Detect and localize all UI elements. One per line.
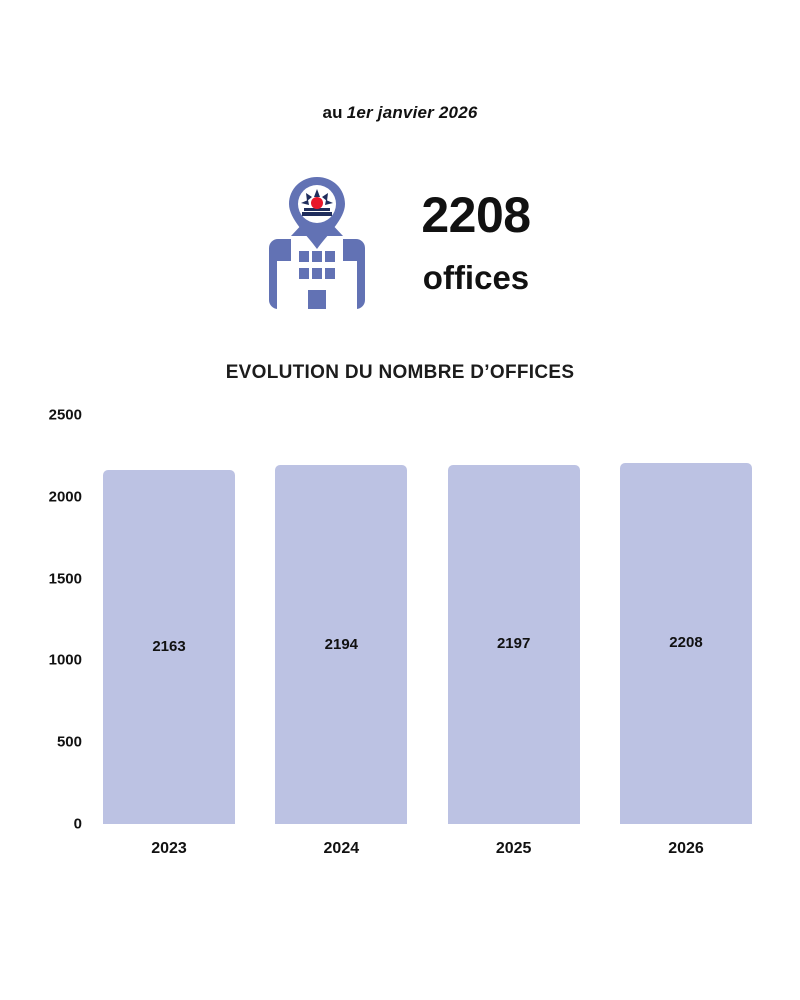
bar-series: 2163 2194 2197 2208 <box>103 415 752 824</box>
y-axis-tick: 2000 <box>48 488 82 506</box>
hero-count-block: 2208 offices <box>421 187 531 296</box>
chart-title: EVOLUTION DU NOMBRE D’OFFICES <box>225 362 575 383</box>
bar[interactable]: 2197 <box>447 464 580 824</box>
plot-area: 2163 2194 2197 2208 2023 2024 2025 2026 <box>96 415 800 865</box>
office-count-value: 2208 <box>421 187 531 243</box>
hero-summary: 2208 offices <box>0 172 800 312</box>
x-axis-tick: 2024 <box>323 840 360 857</box>
x-axis-tick: 2025 <box>495 840 532 857</box>
bar[interactable]: 2163 <box>103 470 235 824</box>
x-axis-tick: 2023 <box>151 840 187 857</box>
offices-evolution-bar-chart: 2500 2000 1500 1000 500 0 2163 2194 2197 2208 20… <box>0 407 800 865</box>
y-axis-tick: 1000 <box>48 651 82 669</box>
bar-column: 2163 <box>103 415 235 824</box>
office-location-pin-icon <box>269 177 366 309</box>
office-count-unit: offices <box>422 259 530 296</box>
bar[interactable]: 2208 <box>619 462 752 824</box>
bar[interactable]: 2194 <box>275 465 408 824</box>
y-axis-tick: 2500 <box>48 406 82 424</box>
bar-value-label: 2208 <box>669 634 703 652</box>
header-date-value: 1er janvier 2026 <box>346 103 478 122</box>
y-axis-tick: 0 <box>73 815 82 833</box>
bar-column: 2208 <box>619 415 752 824</box>
bar-value-label: 2163 <box>152 638 186 656</box>
bar-column: 2197 <box>447 415 580 824</box>
x-axis-labels: 2023 2024 2025 2026 <box>103 840 752 858</box>
header-date-line: au 1er janvier 2026 <box>0 103 800 123</box>
y-axis-tick: 500 <box>56 733 82 751</box>
bar-column: 2194 <box>275 415 408 824</box>
bar-value-label: 2197 <box>496 635 531 653</box>
y-axis-tick: 1500 <box>48 570 82 588</box>
x-axis-tick: 2026 <box>668 840 704 857</box>
bar-value-label: 2194 <box>324 635 359 653</box>
header-date-prefix: au <box>322 103 343 122</box>
y-axis: 2500 2000 1500 1000 500 0 <box>0 407 96 865</box>
